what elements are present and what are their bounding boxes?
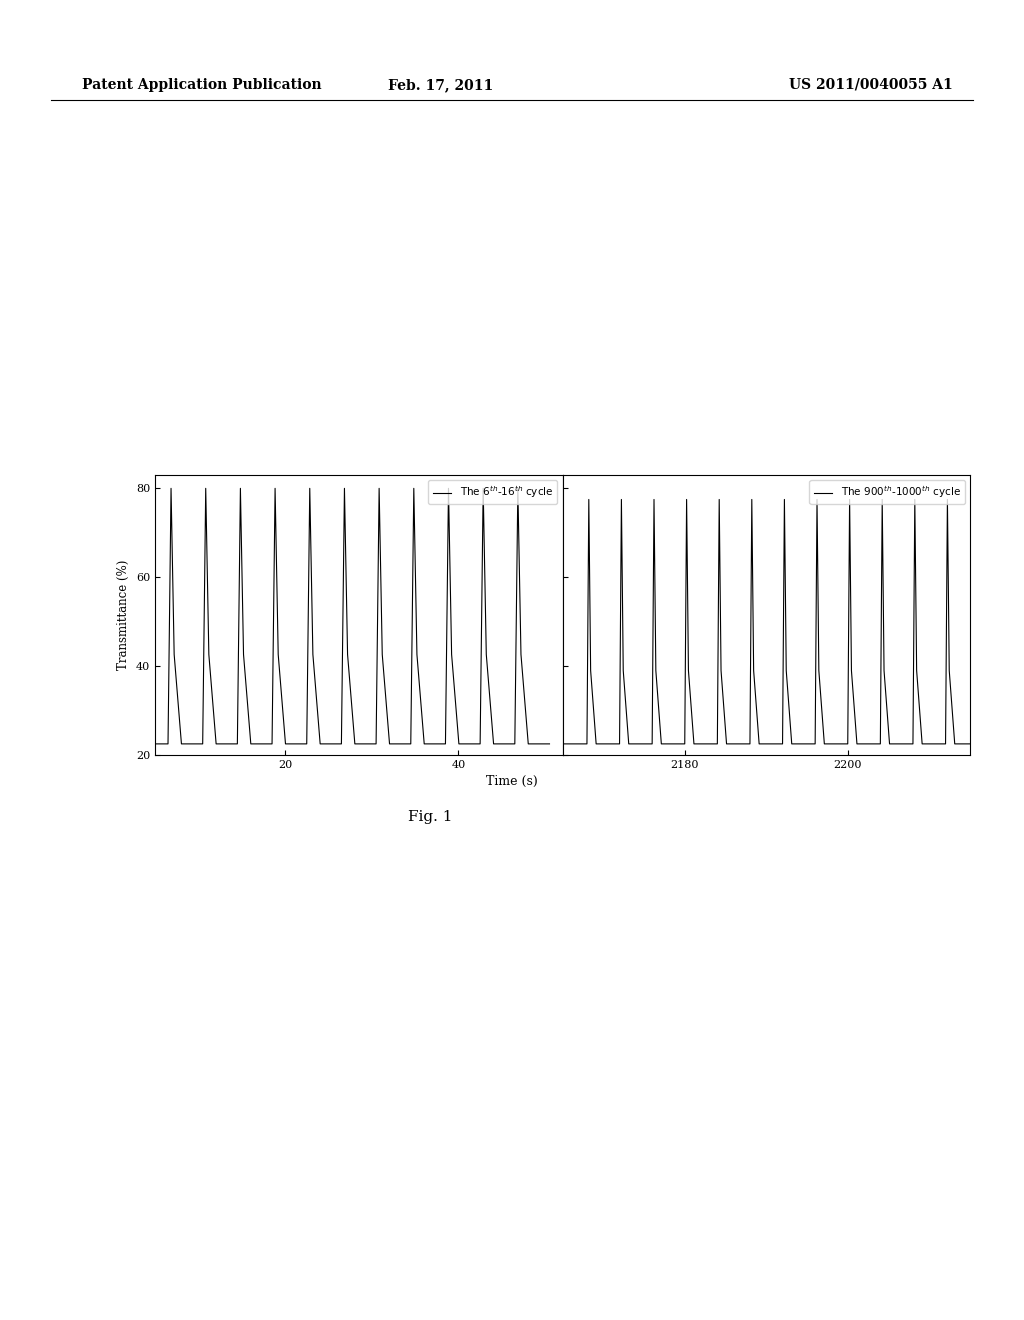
Text: Fig. 1: Fig. 1	[408, 810, 453, 824]
Text: US 2011/0040055 A1: US 2011/0040055 A1	[788, 78, 952, 92]
Text: Patent Application Publication: Patent Application Publication	[82, 78, 322, 92]
Text: Feb. 17, 2011: Feb. 17, 2011	[388, 78, 493, 92]
Text: Time (s): Time (s)	[486, 775, 538, 788]
Legend: The 900$^{th}$-1000$^{th}$ cycle: The 900$^{th}$-1000$^{th}$ cycle	[809, 480, 965, 504]
Legend: The 6$^{th}$-16$^{th}$ cycle: The 6$^{th}$-16$^{th}$ cycle	[428, 480, 557, 504]
Y-axis label: Transmittance (%): Transmittance (%)	[118, 560, 130, 671]
